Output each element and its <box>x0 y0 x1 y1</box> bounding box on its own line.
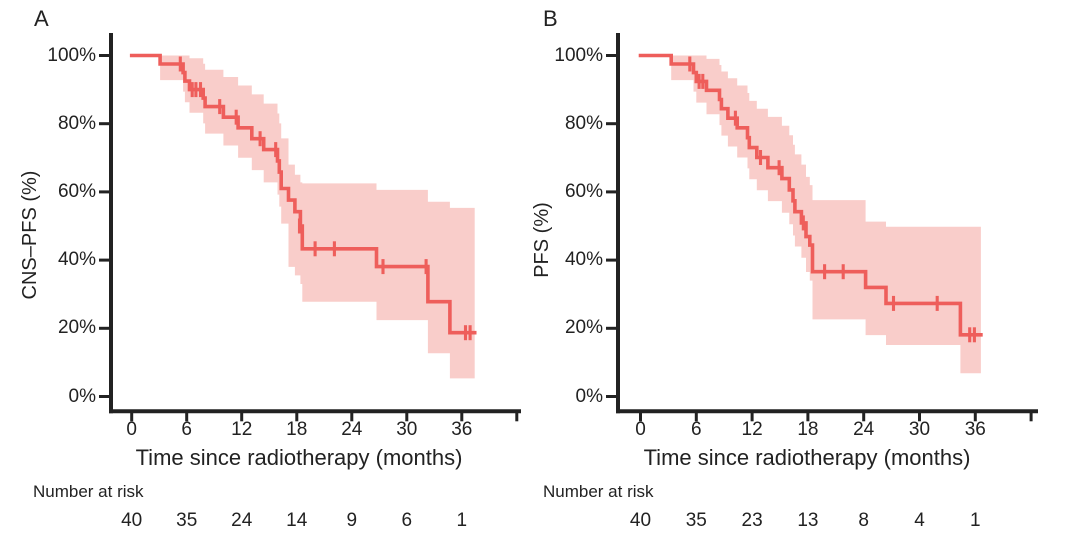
panel-b-confidence-band <box>671 55 981 374</box>
panel-a-confidence-band <box>160 55 475 379</box>
panel-b-survival-curve <box>638 53 983 337</box>
